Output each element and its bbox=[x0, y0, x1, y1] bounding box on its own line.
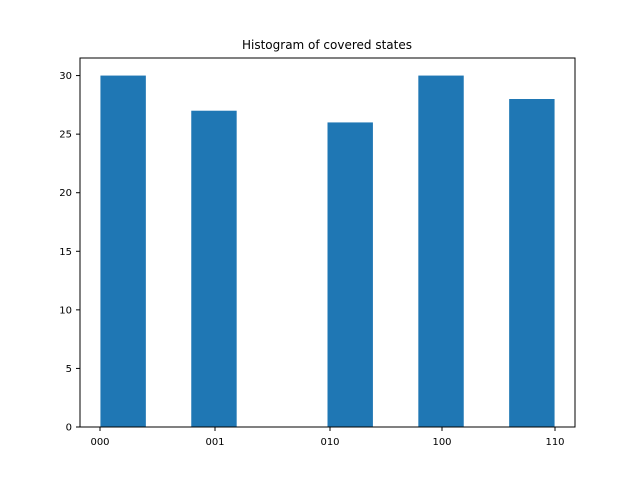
x-tick-label-000: 000 bbox=[90, 437, 109, 448]
plot-frame bbox=[79, 57, 576, 428]
bar-010 bbox=[327, 122, 373, 427]
y-tick-label-20: 20 bbox=[59, 188, 72, 199]
bar-100 bbox=[418, 75, 464, 428]
x-tick-label-010: 010 bbox=[320, 437, 339, 448]
chart-title: Histogram of covered states bbox=[242, 38, 412, 52]
y-tick-label-10: 10 bbox=[59, 305, 72, 316]
x-axis: 000 001 010 100 110 bbox=[90, 427, 565, 448]
bar-110 bbox=[509, 99, 555, 427]
y-tick-label-25: 25 bbox=[59, 130, 72, 141]
y-tick-label-0: 0 bbox=[66, 423, 72, 434]
x-tick-label-100: 100 bbox=[432, 437, 451, 448]
bars-group bbox=[100, 75, 555, 428]
y-tick-label-5: 5 bbox=[66, 364, 72, 375]
y-tick-label-30: 30 bbox=[59, 71, 72, 82]
y-tick-label-15: 15 bbox=[59, 247, 72, 258]
x-tick-label-001: 001 bbox=[205, 437, 224, 448]
x-tick-label-110: 110 bbox=[545, 437, 564, 448]
y-axis: 0 5 10 15 20 25 30 bbox=[59, 71, 80, 434]
bar-001 bbox=[191, 110, 237, 427]
bar-000 bbox=[100, 75, 146, 428]
